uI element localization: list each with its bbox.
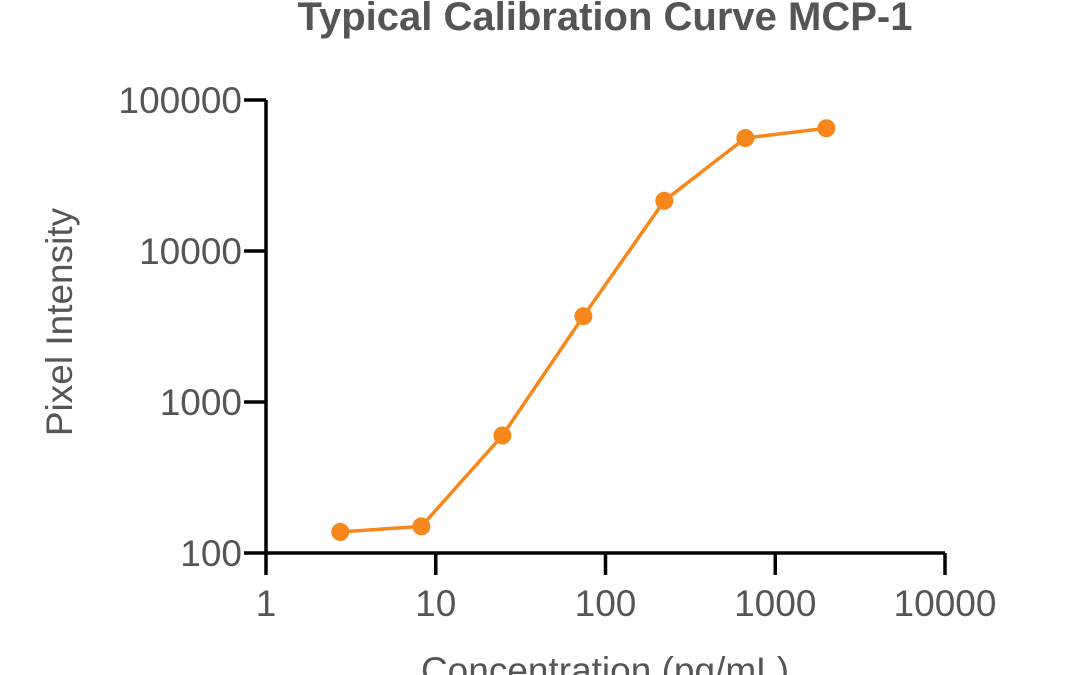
x-tick-label-3: 1000 <box>734 583 816 624</box>
y-tick-label-2: 10000 <box>139 231 242 272</box>
y-axis: 100 1000 10000 100000 <box>119 80 268 574</box>
x-tick-label-1: 10 <box>415 583 456 624</box>
x-tick-label-4: 10000 <box>894 583 997 624</box>
y-tick-label-3: 100000 <box>119 80 242 121</box>
series-line-0 <box>340 126 827 534</box>
data-point-0-5 <box>736 129 755 148</box>
y-tick-label-1: 1000 <box>160 382 242 423</box>
data-point-0-1 <box>412 517 431 536</box>
data-point-0-3 <box>574 307 593 326</box>
y-tick-label-0: 100 <box>180 533 242 574</box>
data-point-0-6 <box>817 119 836 138</box>
data-point-0-2 <box>493 426 512 445</box>
data-point-0-0 <box>331 522 350 541</box>
data-point-0-4 <box>655 191 674 210</box>
x-axis-label: Concentration (pg/mL) <box>421 650 789 675</box>
series-layer <box>331 119 836 541</box>
x-axis: 1 10 100 1000 10000 <box>256 551 997 624</box>
x-tick-label-0: 1 <box>256 583 277 624</box>
chart-title: Typical Calibration Curve MCP-1 <box>298 0 913 39</box>
x-tick-label-2: 100 <box>575 583 637 624</box>
y-axis-label: Pixel Intensity <box>39 207 80 436</box>
